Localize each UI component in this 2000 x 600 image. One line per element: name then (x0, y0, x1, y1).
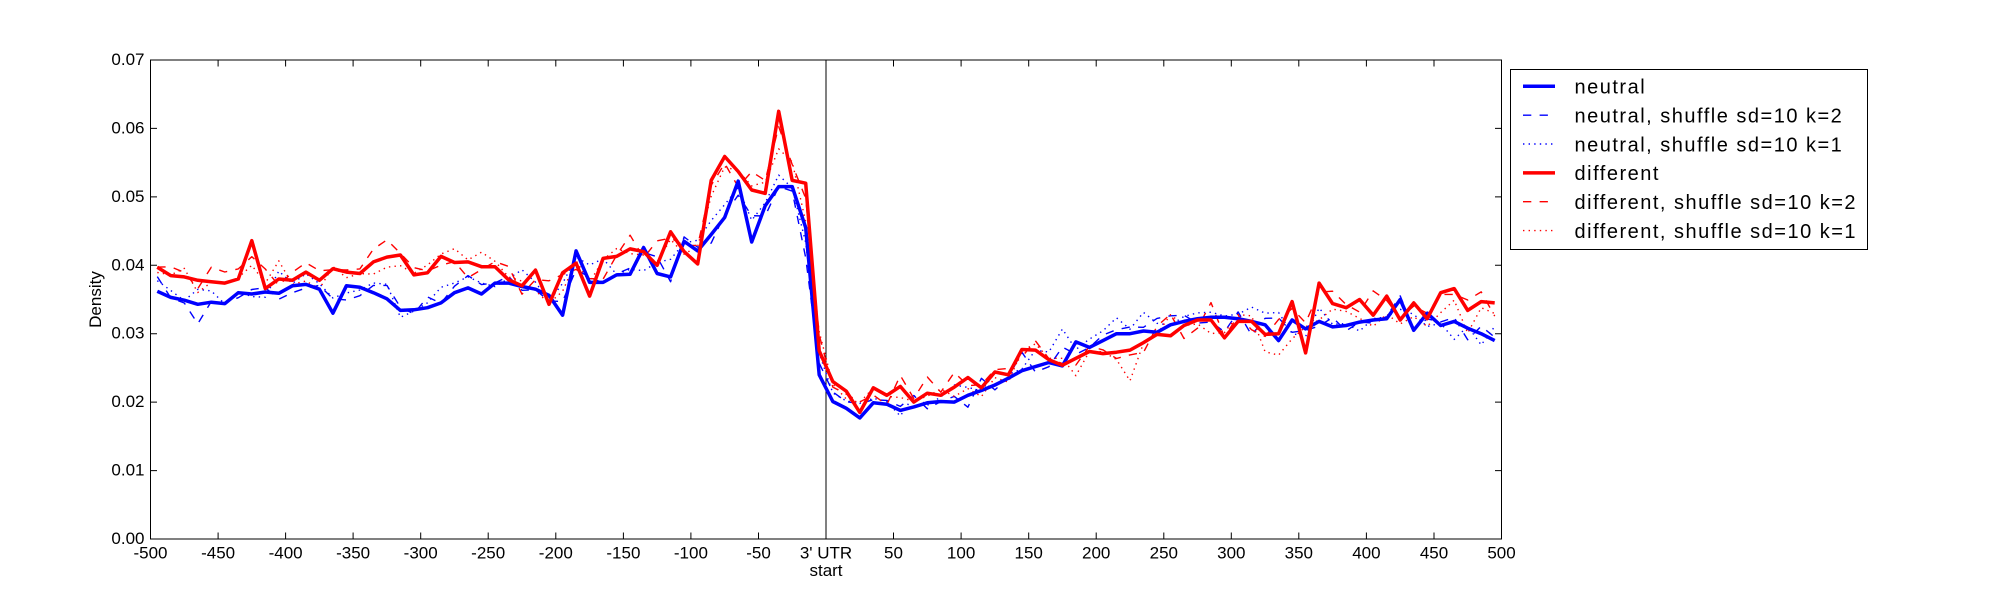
svg-text:-250: -250 (471, 543, 505, 562)
svg-text:0.02: 0.02 (111, 392, 144, 411)
svg-text:100: 100 (947, 543, 975, 562)
svg-text:different: different (1575, 163, 1660, 185)
svg-text:different, shuffle sd=10 k=2: different, shuffle sd=10 k=2 (1575, 192, 1858, 214)
svg-text:0.05: 0.05 (111, 187, 144, 206)
svg-text:0.01: 0.01 (111, 461, 144, 480)
svg-text:150: 150 (1015, 543, 1043, 562)
svg-text:0.03: 0.03 (111, 324, 144, 343)
svg-text:250: 250 (1150, 543, 1178, 562)
svg-text:neutral, shuffle sd=10 k=1: neutral, shuffle sd=10 k=1 (1575, 134, 1844, 156)
svg-text:0.07: 0.07 (111, 50, 144, 69)
svg-text:-300: -300 (404, 543, 438, 562)
svg-text:Density: Density (86, 271, 105, 328)
svg-text:50: 50 (884, 543, 903, 562)
svg-text:500: 500 (1487, 543, 1515, 562)
svg-text:start: start (809, 561, 842, 580)
svg-text:-200: -200 (539, 543, 573, 562)
svg-text:-450: -450 (201, 543, 235, 562)
svg-text:200: 200 (1082, 543, 1110, 562)
svg-text:neutral: neutral (1575, 77, 1647, 99)
svg-text:0.04: 0.04 (111, 255, 144, 274)
svg-text:3' UTR: 3' UTR (800, 543, 852, 562)
svg-text:-500: -500 (133, 543, 167, 562)
svg-text:350: 350 (1285, 543, 1313, 562)
svg-text:0.06: 0.06 (111, 118, 144, 137)
svg-text:-400: -400 (269, 543, 303, 562)
svg-text:-350: -350 (336, 543, 370, 562)
svg-text:450: 450 (1420, 543, 1448, 562)
svg-text:different, shuffle sd=10 k=1: different, shuffle sd=10 k=1 (1575, 221, 1858, 243)
svg-text:-50: -50 (746, 543, 771, 562)
svg-text:-150: -150 (606, 543, 640, 562)
svg-text:400: 400 (1352, 543, 1380, 562)
svg-text:0.00: 0.00 (111, 529, 144, 548)
svg-text:300: 300 (1217, 543, 1245, 562)
svg-text:neutral, shuffle sd=10 k=2: neutral, shuffle sd=10 k=2 (1575, 106, 1844, 128)
svg-text:-100: -100 (674, 543, 708, 562)
